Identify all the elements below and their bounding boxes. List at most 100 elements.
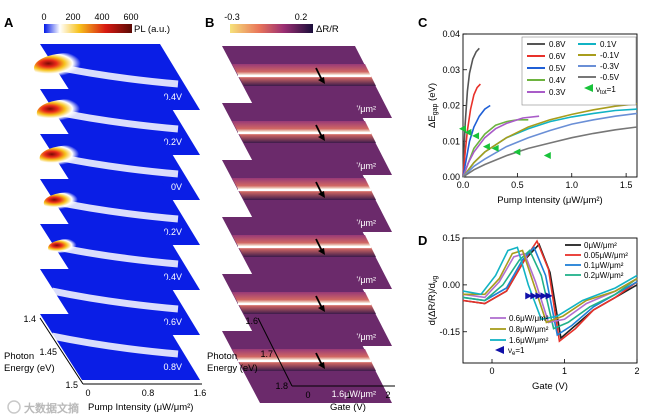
colorbar-b-tick: 0.2 xyxy=(295,12,308,22)
legend-c-label: 0.4V xyxy=(549,76,566,85)
x-tick-label: 0.0 xyxy=(457,180,470,190)
axis-b-gate-label: Gate (V) xyxy=(330,402,366,413)
marker-point xyxy=(545,292,553,300)
legend-d-label: 0.8μW/μm² xyxy=(509,325,549,334)
y-tick-label: 0.00 xyxy=(442,280,460,290)
axis-b-gate-tick: 0 xyxy=(305,390,310,400)
panel-c: C 0.0 0.5 1.0 1.5 0.00 0.01 0.02 0.03 0.04 Pump I… xyxy=(418,15,638,206)
y-axis-label: d(ΔR/R)/dvg xyxy=(427,276,439,326)
marker-point xyxy=(525,292,533,300)
x-tick-label: 1.5 xyxy=(620,180,633,190)
watermark-text: 大数据文摘 xyxy=(24,401,79,415)
axes-a: 1.4 1.45 1.5 Photon Energy (eV) 0 0.8 1.… xyxy=(4,314,206,413)
slices-b: 0μW/μm²0.05μW/μm²0.1μW/μm²0.2μW/μm²0.6μW… xyxy=(222,46,392,403)
colorbar-a-tick: 400 xyxy=(94,12,109,22)
arrow-down-icon xyxy=(315,238,323,252)
y-tick-label: 0.01 xyxy=(442,136,460,146)
slice-b-label: 1.6μW/μm² xyxy=(332,389,376,399)
axis-a-energy-tick: 1.5 xyxy=(65,380,78,390)
slice-a-label: -0.4V xyxy=(160,92,182,102)
watermark-logo-icon xyxy=(7,400,21,414)
slice-a-label: 0.4V xyxy=(163,272,182,282)
x-tick-label: 2 xyxy=(634,366,639,376)
slice-a-band xyxy=(51,287,179,313)
marker-point xyxy=(491,144,499,152)
x-tick-label: 1.0 xyxy=(565,180,578,190)
legend-d-label: 0μW/μm² xyxy=(584,241,617,250)
panel-a: A 0 200 400 600 PL (a.u.) -0.4V -0.2V 0V 0.… xyxy=(4,12,206,413)
axis-a-pump-tick: 0.8 xyxy=(142,388,155,398)
axis-a-energy-label: Photon xyxy=(4,351,34,362)
series-line xyxy=(462,246,638,321)
axis-b-energy-label: Photon xyxy=(207,351,237,362)
axis-b-gate-tick: 1 xyxy=(346,390,351,400)
panel-label-c: C xyxy=(418,15,428,30)
series-line xyxy=(462,239,638,343)
series-line xyxy=(462,102,638,178)
arrow-down-icon xyxy=(315,67,323,81)
legend-c-label: 0.6V xyxy=(549,52,566,61)
panel-label-a: A xyxy=(4,15,14,30)
marker-point xyxy=(543,152,551,160)
panel-label-b: B xyxy=(205,15,214,30)
slice-a-hotspot xyxy=(43,192,97,214)
marker-point xyxy=(464,128,472,136)
legend-d-label: 0.05μW/μm² xyxy=(584,251,628,260)
x-axis-label: Gate (V) xyxy=(532,381,568,392)
series-line xyxy=(462,112,638,178)
series-line xyxy=(462,83,481,178)
series-line xyxy=(462,126,638,178)
marker-point xyxy=(530,292,538,300)
legend-d-label: 0.1μW/μm² xyxy=(584,261,624,270)
marker-point xyxy=(482,143,490,151)
x-axis-label: Pump Intensity (μW/μm²) xyxy=(497,195,602,206)
slice-a-band xyxy=(51,332,179,358)
y-tick-label: 0.15 xyxy=(442,233,460,243)
arrow-down-icon xyxy=(315,352,323,366)
y-tick-label: 0.00 xyxy=(442,172,460,182)
axis-a-energy xyxy=(39,317,84,385)
slice-b: 1.6μW/μm² xyxy=(222,331,392,403)
axis-a-pump-label: Pump Intensity (μW/μm²) xyxy=(88,402,193,413)
legend-d-label: 0.2μW/μm² xyxy=(584,271,624,280)
arrow-head-icon xyxy=(318,77,325,84)
arrow-down-icon xyxy=(315,181,323,195)
marker-point xyxy=(472,132,480,140)
colorbar-a-tick: 600 xyxy=(123,12,138,22)
marker-point xyxy=(513,148,521,156)
colorbar-b-tick: -0.3 xyxy=(224,12,240,22)
legend-d-label: 1.6μW/μm² xyxy=(509,336,549,345)
axis-a-energy-label: Energy (eV) xyxy=(4,363,55,374)
axis-b-energy-tick: 1.6 xyxy=(245,316,258,326)
colorbar-a-bar xyxy=(44,24,132,33)
colorbar-b-bar xyxy=(230,24,313,33)
legend-c-label: 0.3V xyxy=(549,88,566,97)
arrow-head-icon xyxy=(318,134,325,141)
series-line xyxy=(462,249,638,330)
axis-a-energy-tick: 1.4 xyxy=(23,314,36,324)
slice-a: 0.8V xyxy=(40,314,200,380)
colorbar-a-tick: 200 xyxy=(65,12,80,22)
slice-a-label: 0.8V xyxy=(163,362,182,372)
arrow-head-icon xyxy=(318,362,325,369)
axis-b-energy-tick: 1.7 xyxy=(260,349,273,359)
y-tick-label: -0.15 xyxy=(439,327,460,337)
slice-a-hotspot xyxy=(39,145,101,171)
chart-d: 0 1 2 -0.15 0.00 0.15 Gate (V) d(ΔR/R)/dvg xyxy=(427,233,640,392)
legend-d-label: 0.6μW/μm² xyxy=(509,314,549,323)
slice-a-label: 0V xyxy=(171,182,182,192)
legend-c-box xyxy=(521,36,637,106)
slices-a: -0.4V -0.2V 0V 0.2V 0.4V 0.6V 0.8V xyxy=(34,44,200,380)
colorbar-a-tick: 0 xyxy=(41,12,46,22)
series-line xyxy=(462,104,491,178)
legend-c: 0.8V0.6V0.5V0.4V0.3V0.1V-0.1V-0.3V-0.5V … xyxy=(521,36,637,106)
arrow-head-icon xyxy=(318,248,325,255)
axis-b-gate-tick: 2 xyxy=(385,390,390,400)
x-tick-label: 1 xyxy=(562,366,567,376)
panel-d: D 0 1 2 -0.15 0.00 0.15 Gate (V) d(ΔR/R)/dvg 0μ… xyxy=(418,233,640,392)
slice-a-hotspot xyxy=(36,99,104,127)
slice-a-hotspot xyxy=(48,239,92,257)
panel-b: B -0.3 0.2 ΔR/R 0μW/μm²0.05μW/μm²0.1μW/μ… xyxy=(205,12,395,413)
marker-point xyxy=(535,292,543,300)
